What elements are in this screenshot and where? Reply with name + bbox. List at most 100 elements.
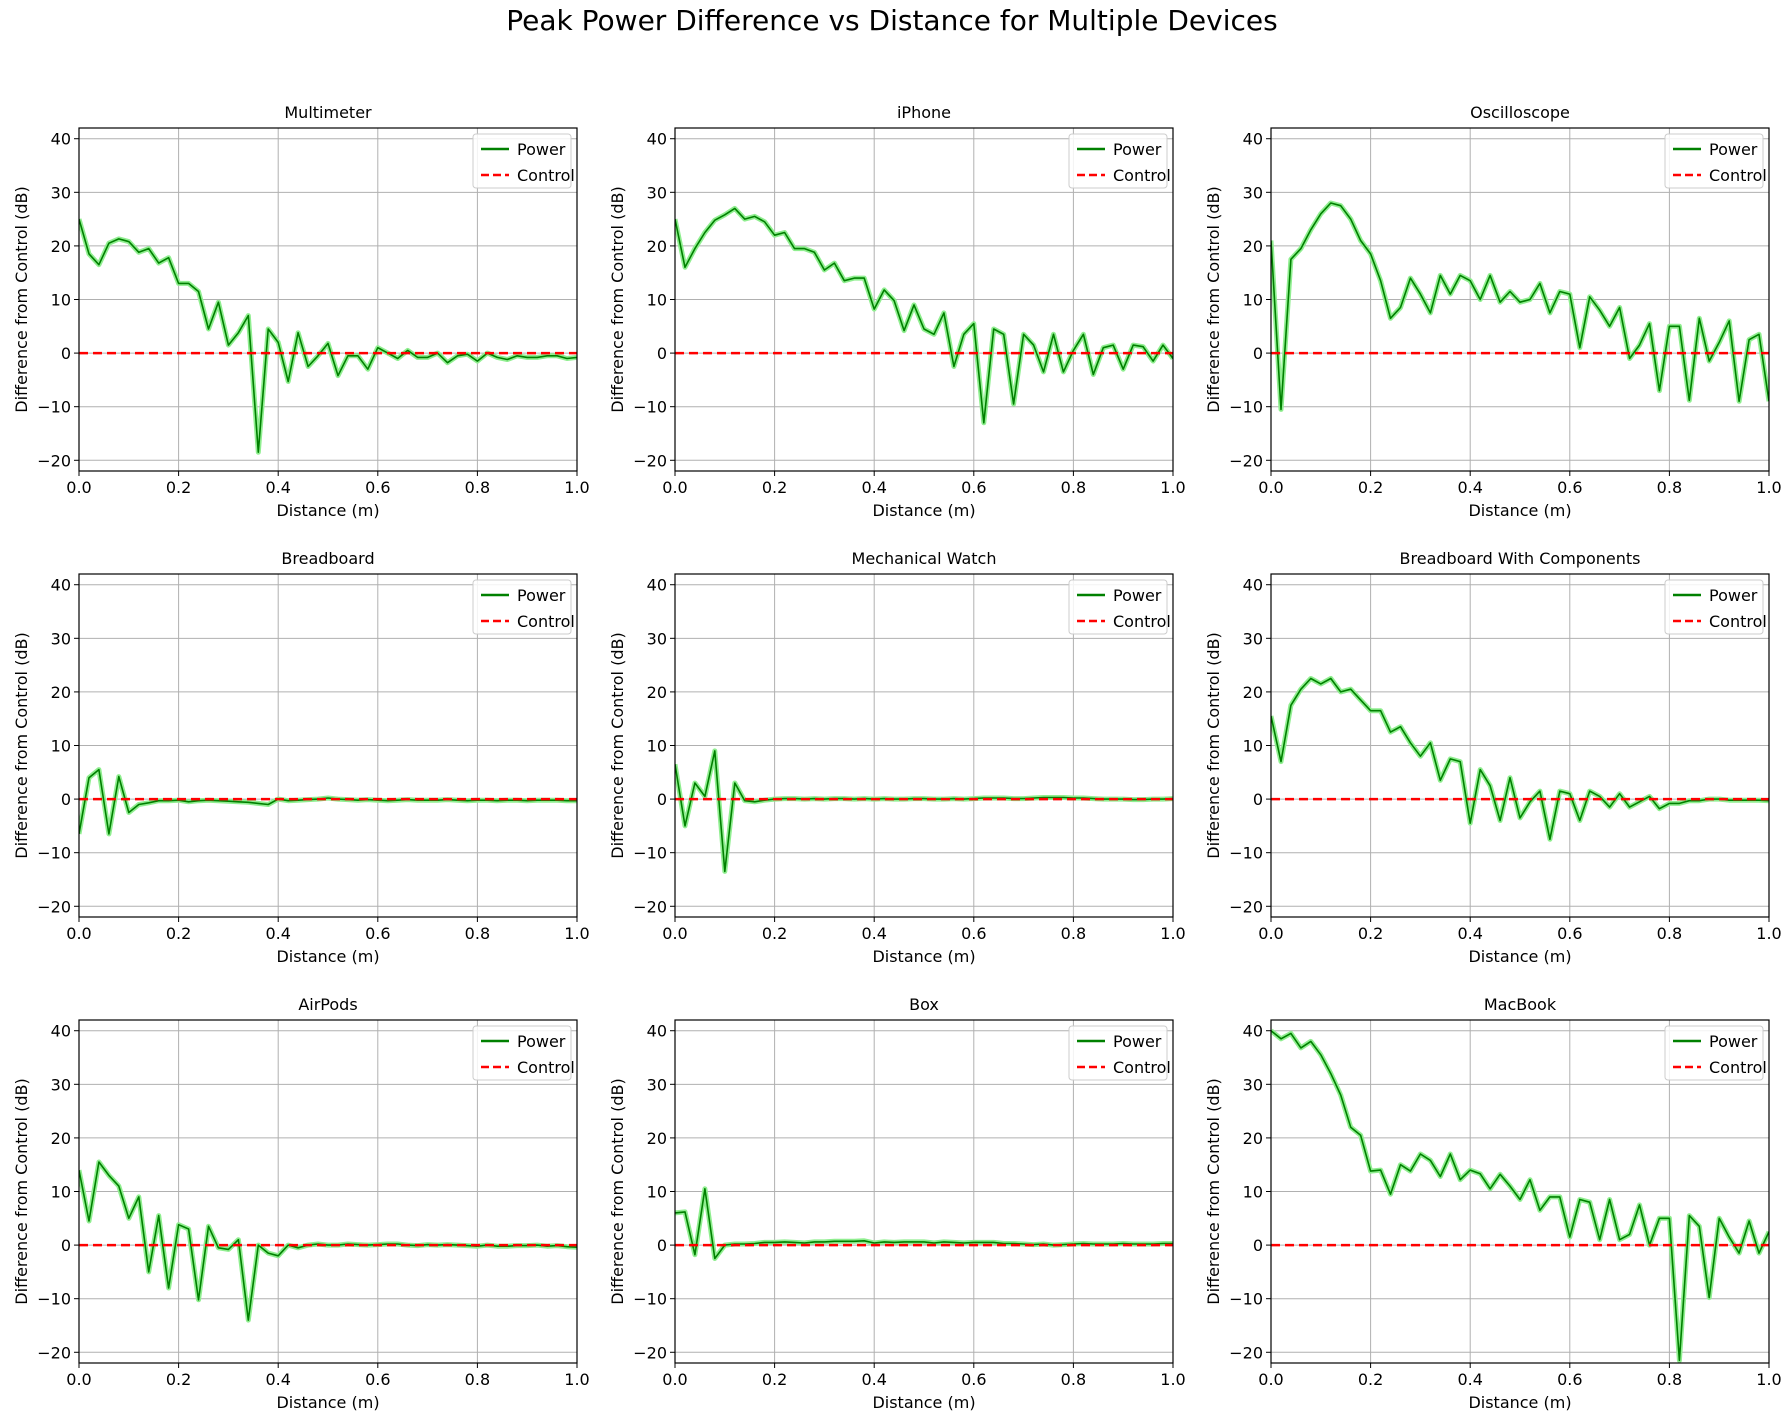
- x-tick-label: 0.8: [1061, 924, 1086, 943]
- y-axis-label: Difference from Control (dB): [608, 1078, 627, 1304]
- x-tick-label: 0.2: [166, 924, 191, 943]
- y-tick-label: 10: [51, 737, 71, 756]
- legend-label: Control: [1113, 612, 1171, 631]
- x-tick-label: 0.6: [961, 1370, 986, 1389]
- x-tick-label: 1.0: [1160, 924, 1185, 943]
- legend: Power Control: [1664, 579, 1767, 635]
- x-tick-label: 0.0: [662, 1370, 687, 1389]
- x-tick-label: 0.4: [1457, 1370, 1482, 1389]
- legend-label: Control: [1113, 1058, 1171, 1077]
- x-axis-label: Distance (m): [872, 1393, 975, 1412]
- y-tick-label: 20: [51, 1129, 71, 1148]
- x-tick-label: 0.2: [1358, 1370, 1383, 1389]
- x-tick-label: 0.4: [861, 924, 886, 943]
- x-tick-label: 0.8: [1061, 478, 1086, 497]
- legend: Power Control: [472, 579, 575, 635]
- y-tick-label: 20: [647, 237, 667, 256]
- y-tick-label: 30: [647, 1075, 667, 1094]
- y-tick-label: −10: [1229, 844, 1263, 863]
- y-tick-label: 0: [61, 344, 71, 363]
- subplot-iphone: 0.0 0.2 0.4 0.6 0.8 1.0 −20 −10 0 10 20 30 40 iPhone D…: [608, 103, 1186, 520]
- legend-label: Power: [517, 140, 566, 159]
- y-axis-label: Difference from Control (dB): [608, 186, 627, 412]
- y-tick-label: −10: [1229, 398, 1263, 417]
- y-axis-label: Difference from Control (dB): [608, 632, 627, 858]
- x-tick-label: 0.8: [465, 478, 490, 497]
- legend-label: Control: [1113, 166, 1171, 185]
- x-tick-label: 0.4: [265, 924, 290, 943]
- y-tick-label: 30: [51, 629, 71, 648]
- legend-label: Power: [1113, 140, 1162, 159]
- plot-frame: [78, 127, 578, 472]
- x-tick-label: 0.0: [1258, 924, 1283, 943]
- y-tick-label: 20: [51, 683, 71, 702]
- x-axis-label: Distance (m): [276, 947, 379, 966]
- x-tick-label: 0.2: [1358, 478, 1383, 497]
- subplot-title: Oscilloscope: [1470, 103, 1570, 122]
- x-axis-label: Distance (m): [276, 1393, 379, 1412]
- y-tick-label: −20: [37, 451, 71, 470]
- y-tick-label: 40: [1243, 1022, 1263, 1041]
- legend-label: Control: [1709, 166, 1767, 185]
- power-line: [79, 1161, 577, 1321]
- y-tick-label: 0: [1253, 344, 1263, 363]
- y-tick-label: −10: [633, 1290, 667, 1309]
- legend-label: Power: [1709, 140, 1758, 159]
- legend-label: Power: [1113, 586, 1162, 605]
- x-tick-label: 0.2: [166, 478, 191, 497]
- subplot-title: iPhone: [897, 103, 951, 122]
- x-tick-label: 0.0: [1258, 1370, 1283, 1389]
- x-tick-label: 0.8: [1061, 1370, 1086, 1389]
- y-tick-label: 30: [647, 629, 667, 648]
- y-tick-label: 30: [647, 183, 667, 202]
- legend-label: Control: [517, 166, 575, 185]
- subplot-multimeter: 0.0 0.2 0.4 0.6 0.8 1.0 −20 −10 0 10 20 30 40 Multime…: [12, 103, 590, 520]
- subplot-title: Box: [909, 995, 939, 1014]
- y-tick-label: 10: [51, 291, 71, 310]
- y-tick-label: 20: [1243, 683, 1263, 702]
- y-tick-label: −20: [37, 1343, 71, 1362]
- x-tick-label: 0.4: [861, 1370, 886, 1389]
- x-tick-label: 0.2: [1358, 924, 1383, 943]
- plot-frame: [674, 573, 1174, 918]
- plot-frame: [78, 573, 578, 918]
- plot-frame: [1270, 573, 1770, 918]
- subplot-airpods: 0.0 0.2 0.4 0.6 0.8 1.0 −20 −10 0 10 20 30 40 AirPods…: [12, 995, 590, 1412]
- y-tick-label: −10: [633, 398, 667, 417]
- y-tick-label: −10: [37, 1290, 71, 1309]
- x-tick-label: 0.4: [265, 1370, 290, 1389]
- x-tick-label: 1.0: [1756, 924, 1781, 943]
- power-line: [79, 218, 577, 454]
- x-tick-label: 0.4: [1457, 924, 1482, 943]
- y-tick-label: 0: [657, 344, 667, 363]
- y-tick-label: 30: [1243, 183, 1263, 202]
- y-tick-label: 40: [1243, 130, 1263, 149]
- subplot-breadboard: 0.0 0.2 0.4 0.6 0.8 1.0 −20 −10 0 10 20 30 40 Breadbo…: [12, 549, 590, 966]
- x-tick-label: 1.0: [564, 478, 589, 497]
- legend-label: Control: [517, 612, 575, 631]
- figure-title: Peak Power Difference vs Distance for Mu…: [506, 4, 1278, 37]
- x-tick-label: 0.8: [1657, 924, 1682, 943]
- y-tick-label: −10: [633, 844, 667, 863]
- y-tick-label: 0: [61, 1236, 71, 1255]
- x-tick-label: 0.0: [66, 924, 91, 943]
- subplot-title: Breadboard: [281, 549, 374, 568]
- y-axis-label: Difference from Control (dB): [1204, 632, 1223, 858]
- plot-frame: [1270, 1019, 1770, 1364]
- x-tick-label: 0.4: [861, 478, 886, 497]
- subplot-macbook: 0.0 0.2 0.4 0.6 0.8 1.0 −20 −10 0 10 20 30 40 MacBook…: [1204, 995, 1782, 1412]
- subplot-title: Mechanical Watch: [852, 549, 997, 568]
- x-tick-label: 0.6: [365, 1370, 390, 1389]
- y-tick-label: 10: [1243, 291, 1263, 310]
- x-tick-label: 0.0: [66, 1370, 91, 1389]
- legend: Power Control: [1068, 579, 1171, 635]
- y-tick-label: −20: [37, 897, 71, 916]
- y-axis-label: Difference from Control (dB): [1204, 186, 1223, 412]
- x-tick-label: 1.0: [564, 924, 589, 943]
- y-tick-label: 10: [647, 1183, 667, 1202]
- legend-label: Power: [1113, 1032, 1162, 1051]
- x-tick-label: 0.4: [1457, 478, 1482, 497]
- subplot-breadboard-with-components: 0.0 0.2 0.4 0.6 0.8 1.0 −20 −10 0 10 20 30 40 Breadbo…: [1204, 549, 1782, 966]
- y-tick-label: 20: [1243, 1129, 1263, 1148]
